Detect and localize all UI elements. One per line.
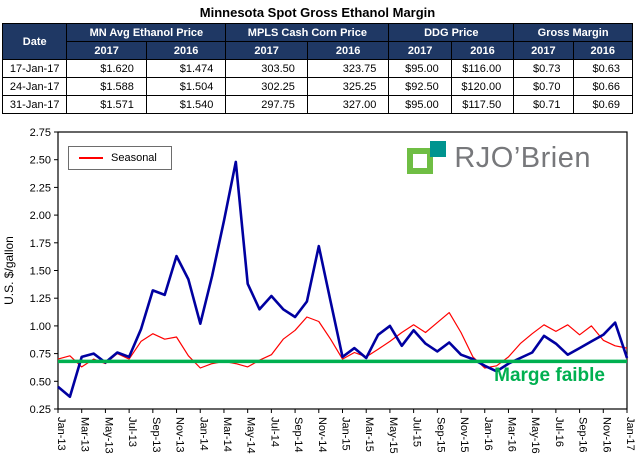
y-tick-label: 1.00	[30, 321, 51, 333]
group-header-corn: MPLS Cash Corn Price	[225, 23, 390, 42]
table-cell: $0.73	[513, 59, 574, 78]
table-cell: $0.71	[513, 95, 574, 114]
group-header-margin: Gross Margin	[513, 23, 633, 42]
chart-annotation: Marge faible	[494, 365, 605, 386]
series-line	[57, 312, 628, 369]
year-header: 2017	[66, 41, 147, 60]
x-tick-label: Jan-16	[482, 417, 494, 451]
table-cell: $1.571	[66, 95, 147, 114]
table-cell: $116.00	[450, 59, 515, 78]
x-tick-label: Sep-13	[150, 417, 162, 452]
table-row: 24-Jan-17 $1.588 $1.504 302.25 325.25 $9…	[1, 77, 634, 96]
x-tick-label: Sep-16	[577, 417, 589, 452]
table-cell: 303.50	[225, 59, 308, 78]
x-tick-label: May-14	[245, 417, 257, 454]
table-cell: 323.75	[306, 59, 390, 78]
logo-square-shape	[430, 141, 447, 157]
y-axis-title: U.S. $/gallon	[2, 236, 16, 305]
x-tick-label: Jul-16	[553, 417, 565, 447]
date-cell: 17-Jan-17	[1, 59, 68, 78]
x-tick-label: Jul-13	[126, 417, 138, 447]
y-tick-label: 1.75	[30, 238, 51, 250]
x-tick-label: Mar-13	[79, 417, 91, 452]
year-header: 2016	[572, 41, 634, 60]
series-line	[57, 160, 629, 399]
x-tick-label: Nov-15	[458, 417, 470, 452]
chart-legend: Seasonal	[68, 146, 172, 170]
logo-text: RJO’Brien	[454, 142, 591, 174]
x-tick-label: Nov-16	[600, 417, 612, 452]
table-cell: $1.474	[145, 59, 227, 78]
x-tick-label: Mar-14	[221, 417, 233, 452]
x-tick-label: Jul-15	[411, 417, 423, 447]
x-tick-label: Sep-15	[434, 417, 446, 452]
x-tick-label: Jan-13	[55, 417, 67, 451]
y-tick-label: 0.50	[30, 376, 51, 388]
x-tick-label: Mar-16	[505, 417, 517, 452]
y-tick-label: 0.75	[30, 349, 51, 361]
date-cell: 24-Jan-17	[1, 77, 68, 96]
x-tick-label: Jan-17	[624, 417, 635, 451]
page-title: Minnesota Spot Gross Ethanol Margin	[199, 5, 436, 20]
table-cell: $0.70	[513, 77, 574, 96]
y-tick-label: 2.75	[30, 127, 51, 139]
table-cell: $0.66	[572, 77, 634, 96]
y-tick-label: 2.25	[30, 182, 51, 194]
x-tick-label: May-13	[102, 417, 114, 454]
table-cell: $1.620	[66, 59, 147, 78]
y-tick-label: 2.00	[30, 210, 51, 222]
table-cell: $120.00	[450, 77, 515, 96]
table-cell: $1.504	[145, 77, 227, 96]
y-tick-label: 1.50	[30, 266, 51, 278]
table-year-header-row: 2017 2016 2017 2016 2017 2016 2017 2016	[3, 41, 634, 60]
table-cell: $0.69	[572, 95, 634, 114]
table-cell: $0.63	[572, 59, 634, 78]
x-tick-label: Sep-14	[292, 417, 304, 452]
x-tick-label: Jan-14	[197, 417, 209, 451]
x-tick-label: May-16	[529, 417, 541, 454]
table-row: 31-Jan-17 $1.571 $1.540 297.75 327.00 $9…	[1, 95, 634, 114]
year-header: 2016	[306, 41, 390, 60]
table-row: 17-Jan-17 $1.620 $1.474 303.50 323.75 $9…	[1, 59, 634, 78]
group-header-ethanol: MN Avg Ethanol Price	[66, 23, 227, 42]
table-cell: 325.25	[306, 77, 390, 96]
year-header: 2017	[225, 41, 308, 60]
ethanol-margin-table: Date MN Avg Ethanol Price MPLS Cash Corn…	[1, 23, 634, 114]
table-cell: $95.00	[388, 59, 452, 78]
year-header: 2016	[450, 41, 515, 60]
group-header-ddg: DDG Price	[388, 23, 515, 42]
y-tick-label: 2.50	[30, 155, 51, 167]
table-cell: $1.588	[66, 77, 147, 96]
table-cell: $117.50	[450, 95, 515, 114]
table-cell: $95.00	[388, 95, 452, 114]
y-tick-label: 1.25	[30, 293, 51, 305]
x-tick-label: Jan-15	[340, 417, 352, 451]
margin-line-chart: 0.25 0.50 0.75 1.00 1.25 1.50 1.75 2.00 2.25 2.50…	[2, 127, 635, 454]
rjobrien-logo: RJO’Brien	[407, 138, 591, 178]
margin-chart-area: 0.25 0.50 0.75 1.00 1.25 1.50 1.75 2.00 2.25 2.50…	[0, 116, 635, 464]
year-header: 2017	[513, 41, 574, 60]
x-tick-label: Nov-14	[316, 417, 328, 452]
table-cell: $92.50	[388, 77, 452, 96]
date-column-header: Date	[1, 23, 68, 60]
x-tick-label: Jul-14	[268, 417, 280, 447]
table-cell: 327.00	[306, 95, 390, 114]
year-header: 2017	[388, 41, 452, 60]
rjobrien-logo-icon	[407, 138, 447, 178]
x-tick-label: Nov-13	[174, 417, 186, 452]
date-cell: 31-Jan-17	[1, 95, 68, 114]
table-cell: $1.540	[145, 95, 227, 114]
x-tick-label: May-15	[387, 417, 399, 454]
legend-line-swatch	[79, 157, 103, 159]
table-group-header-row: Date MN Avg Ethanol Price MPLS Cash Corn…	[1, 23, 633, 60]
table-cell: 302.25	[225, 77, 308, 96]
year-header: 2016	[145, 41, 227, 60]
y-tick-label: 0.25	[30, 404, 51, 416]
logo-outline-shape	[407, 148, 434, 174]
x-tick-label: Mar-15	[363, 417, 375, 452]
table-cell: 297.75	[225, 95, 308, 114]
legend-label: Seasonal	[111, 152, 157, 164]
